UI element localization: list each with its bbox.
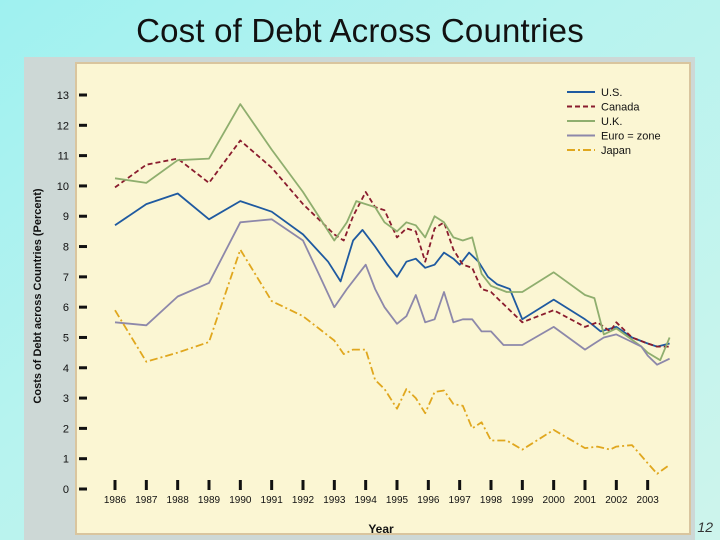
x-tick-label: 1988 xyxy=(167,495,190,506)
x-tick-label: 2002 xyxy=(605,495,628,506)
x-axis-label: Year xyxy=(368,522,394,536)
y-tick-label: 4 xyxy=(63,363,69,375)
y-tick-label: 10 xyxy=(57,181,69,193)
y-tick-label: 3 xyxy=(63,393,69,405)
y-tick-label: 9 xyxy=(63,211,69,223)
y-axis-label: Costs of Debt across Countries (Percent) xyxy=(32,188,44,403)
series-line-u-s xyxy=(114,192,670,348)
legend-label: U.K. xyxy=(601,116,622,128)
y-tick-label: 7 xyxy=(63,272,69,284)
x-tick-label: 1994 xyxy=(355,495,378,506)
series-line-euro-zone xyxy=(114,218,670,366)
x-tick-label: 1997 xyxy=(449,495,472,506)
x-tick-label: 1992 xyxy=(292,495,315,506)
x-tick-label: 1986 xyxy=(104,495,127,506)
x-tick-label: 2003 xyxy=(637,495,660,506)
y-tick-label: 2 xyxy=(63,423,69,435)
x-tick-label: 1998 xyxy=(480,495,503,506)
x-tick-label: 1987 xyxy=(135,495,158,506)
x-tick-label: 2001 xyxy=(574,495,597,506)
page-number: 12 xyxy=(697,519,713,535)
x-tick-label: 1996 xyxy=(417,495,440,506)
slide-title: Cost of Debt Across Countries xyxy=(136,12,584,49)
legend-label: Canada xyxy=(601,102,640,114)
x-tick-label: 2000 xyxy=(543,495,566,506)
x-tick-label: 1990 xyxy=(229,495,252,506)
x-tick-label: 1995 xyxy=(386,495,409,506)
y-tick-label: 13 xyxy=(57,90,69,102)
y-tick-label: 6 xyxy=(63,302,69,314)
series-layer xyxy=(114,103,671,475)
y-tick-label: 0 xyxy=(63,484,69,496)
x-tick-label: 1999 xyxy=(511,495,534,506)
series-line-japan xyxy=(114,248,671,475)
x-tick-label: 1991 xyxy=(261,495,284,506)
x-tick-label: 1989 xyxy=(198,495,221,506)
legend: U.S. Canada U.K. Euro = zone Japan xyxy=(567,87,661,157)
y-tick-label: 8 xyxy=(63,242,69,254)
y-tick-label: 1 xyxy=(63,454,69,466)
legend-label: Japan xyxy=(601,145,631,157)
series-line-u-k xyxy=(114,103,671,362)
y-tick-label: 11 xyxy=(58,151,69,163)
plot-area-background xyxy=(75,62,691,535)
series-line-canada xyxy=(114,139,670,348)
legend-label: Euro = zone xyxy=(601,131,661,143)
figure-frame: 0 1 2 3 4 5 6 7 8 9 10 11 12 13 1986 1987 1988 1989 1990 19… xyxy=(24,57,695,540)
legend-label: U.S. xyxy=(601,87,622,99)
y-tick-label: 5 xyxy=(63,332,69,344)
y-tick-label: 12 xyxy=(57,120,69,132)
x-tick-label: 1993 xyxy=(323,495,346,506)
